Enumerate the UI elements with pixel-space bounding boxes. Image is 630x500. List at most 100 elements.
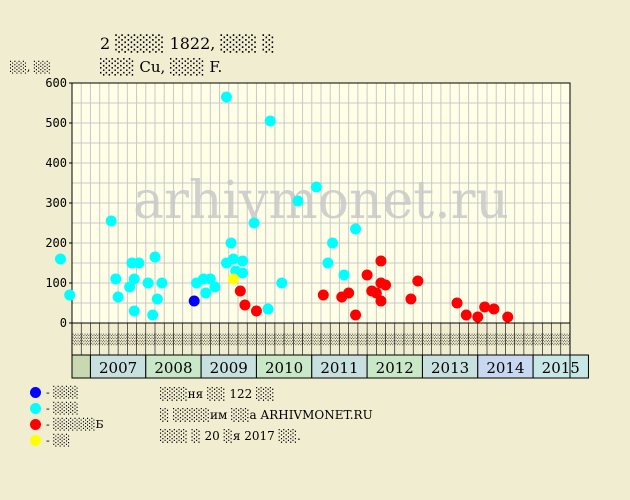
month-label: ░░: [191, 333, 201, 345]
month-label: ░░: [126, 333, 136, 345]
data-point: [237, 267, 249, 279]
month-label: ░░: [477, 333, 487, 345]
data-point: [204, 273, 216, 285]
legend: - ░░░ - ░░░ - ░░░░░Б - ░░: [30, 384, 104, 448]
month-label: ░░: [256, 333, 266, 345]
data-point: [350, 223, 362, 235]
month-label: ░░: [237, 333, 247, 345]
month-label: ░░: [339, 333, 349, 345]
month-label: ░░: [99, 333, 109, 345]
month-label: ░░: [200, 333, 210, 345]
data-point: [64, 289, 76, 301]
month-label: ░░: [320, 333, 330, 345]
month-label: ░░: [292, 333, 302, 345]
data-point: [237, 255, 249, 267]
month-label: ░░: [541, 333, 551, 345]
legend-item-red: - ░░░░░Б: [30, 416, 104, 432]
month-label: ░░: [385, 333, 395, 345]
month-label: ░░: [348, 333, 358, 345]
y-tick-label: 400: [45, 156, 67, 170]
data-point: [149, 251, 161, 263]
data-point: [220, 91, 232, 103]
month-label: ░░: [394, 333, 404, 345]
y-axis-unit: ░░, ░░: [10, 61, 51, 74]
month-label: ░░: [154, 333, 164, 345]
month-label: ░░: [182, 333, 192, 345]
data-point: [276, 277, 288, 289]
data-point: [350, 309, 362, 321]
data-point: [361, 269, 373, 281]
data-point: [142, 277, 154, 289]
data-point: [234, 285, 246, 297]
month-label: ░░: [449, 333, 459, 345]
data-point: [112, 291, 124, 303]
data-point: [460, 309, 472, 321]
month-label: ░░: [311, 333, 321, 345]
month-label: ░░: [375, 333, 385, 345]
month-label: ░░: [560, 333, 570, 345]
year-lead: [71, 354, 91, 379]
data-point: [128, 305, 140, 317]
legend-item-blue: - ░░░: [30, 384, 104, 400]
data-point: [128, 273, 140, 285]
month-label: ░░: [246, 333, 256, 345]
data-point: [375, 255, 387, 267]
month-label: ░░: [173, 333, 183, 345]
data-point: [405, 293, 417, 305]
y-tick-label: 0: [60, 316, 67, 330]
month-label: ░░: [117, 333, 127, 345]
year-label: 2012: [376, 359, 414, 377]
year-label: 2014: [486, 359, 524, 377]
data-point: [380, 279, 392, 291]
month-label: ░░: [219, 333, 229, 345]
data-point: [209, 281, 221, 293]
month-label: ░░: [440, 333, 450, 345]
data-point: [343, 287, 355, 299]
data-point: [322, 257, 334, 269]
month-label: ░░: [532, 333, 542, 345]
note-count: ░░░ня ░░ 122 ░░: [160, 387, 275, 401]
data-point: [375, 295, 387, 307]
year-label: 2009: [210, 359, 248, 377]
data-point: [239, 299, 251, 311]
data-point: [110, 273, 122, 285]
legend-item-yellow: - ░░: [30, 432, 104, 448]
month-label: ░░: [108, 333, 118, 345]
year-label: 2007: [99, 359, 137, 377]
month-label: ░░: [523, 333, 533, 345]
note-date: ░░░ ░ 20 ░я 2017 ░░.: [160, 429, 301, 443]
data-point: [124, 281, 136, 293]
month-label: ░░: [486, 333, 496, 345]
month-label: ░░: [412, 333, 422, 345]
data-point: [472, 311, 484, 323]
data-point: [200, 287, 212, 299]
data-point: [292, 195, 304, 207]
data-point: [502, 311, 514, 323]
year-label: 2010: [265, 359, 303, 377]
chart-title: 2 ░░░░ 1822, ░░░ ░: [100, 34, 275, 53]
month-label: ░░: [265, 333, 275, 345]
data-point: [250, 305, 262, 317]
data-point: [327, 237, 339, 249]
y-tick-label: 600: [45, 76, 67, 90]
data-point: [310, 181, 322, 193]
year-label: 2011: [320, 359, 358, 377]
month-label: ░░: [145, 333, 155, 345]
data-point: [248, 217, 260, 229]
data-point: [488, 303, 500, 315]
year-label: 2015: [542, 359, 580, 377]
data-point: [225, 237, 237, 249]
month-label: ░░: [329, 333, 339, 345]
watermark: arhivmonet.ru: [133, 171, 509, 231]
data-point: [264, 115, 276, 127]
data-point: [147, 309, 159, 321]
year-label: 2013: [431, 359, 469, 377]
data-point: [479, 301, 491, 313]
data-point: [338, 269, 350, 281]
data-point: [133, 257, 145, 269]
data-point: [317, 289, 329, 301]
y-tick-label: 100: [45, 276, 67, 290]
month-label: ░░: [468, 333, 478, 345]
month-label: ░░: [90, 333, 100, 345]
